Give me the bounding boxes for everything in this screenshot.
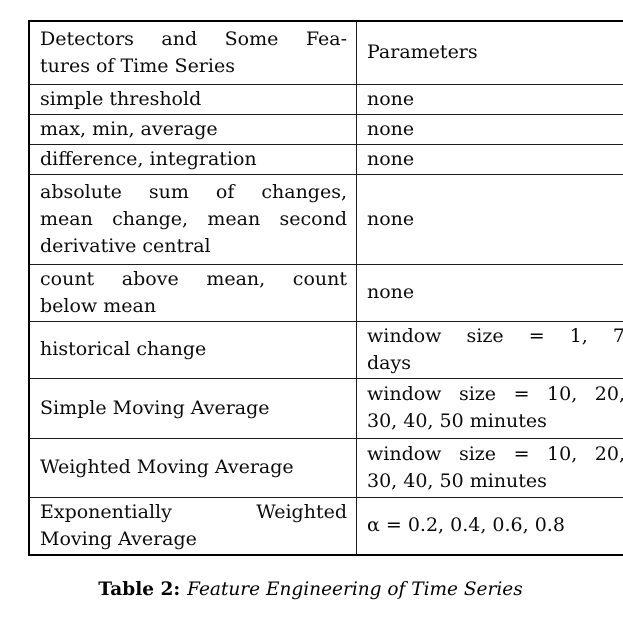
parameters-cell: window size = 10, 20, 30, 40, 50 minutes bbox=[356, 377, 623, 439]
feature-cell: historical change bbox=[28, 320, 357, 379]
table-row: max, min, average none bbox=[28, 113, 623, 145]
parameters-cell: α = 0.2, 0.4, 0.6, 0.8 bbox=[356, 496, 623, 555]
feature-cell: Weighted Moving Average bbox=[28, 437, 357, 498]
column-header-features: Detectors and Some Fea-tures of Time Ser… bbox=[28, 20, 357, 85]
caption-text: Feature Engineering of Time Series bbox=[187, 579, 523, 600]
parameters-cell: none bbox=[356, 113, 623, 145]
table-row: Weighted Moving Average window size = 10… bbox=[28, 437, 623, 498]
feature-cell: difference, integration bbox=[28, 143, 357, 175]
column-header-parameters: Parameters bbox=[356, 20, 623, 85]
parameters-cell: none bbox=[356, 83, 623, 115]
table-row: Exponentially Weighted Moving Average α =… bbox=[28, 496, 623, 555]
parameters-cell: none bbox=[356, 173, 623, 265]
feature-cell: Simple Moving Average bbox=[28, 377, 357, 439]
table-row: count above mean, count below mean none bbox=[28, 263, 623, 322]
feature-engineering-table: Detectors and Some Fea-tures of Time Ser… bbox=[28, 20, 623, 556]
feature-cell: max, min, average bbox=[28, 113, 357, 145]
table-row: Simple Moving Average window size = 10, … bbox=[28, 377, 623, 439]
parameters-cell: none bbox=[356, 263, 623, 322]
caption-label: Table 2: bbox=[98, 579, 181, 600]
parameters-cell: none bbox=[356, 143, 623, 175]
table-row: historical change window size = 1, 7 days bbox=[28, 320, 623, 379]
feature-cell: absolute sum of changes, mean change, mea… bbox=[28, 173, 357, 265]
feature-cell: simple threshold bbox=[28, 83, 357, 115]
parameters-cell: window size = 10, 20, 30, 40, 50 minutes bbox=[356, 437, 623, 498]
table-row: absolute sum of changes, mean change, mea… bbox=[28, 173, 623, 265]
table-caption: Table 2: Feature Engineering of Time Seri… bbox=[28, 578, 593, 602]
feature-cell: Exponentially Weighted Moving Average bbox=[28, 496, 357, 555]
feature-cell: count above mean, count below mean bbox=[28, 263, 357, 322]
table-header-row: Detectors and Some Fea-tures of Time Ser… bbox=[28, 20, 623, 85]
parameters-cell: window size = 1, 7 days bbox=[356, 320, 623, 379]
table-row: difference, integration none bbox=[28, 143, 623, 175]
table-row: simple threshold none bbox=[28, 83, 623, 115]
